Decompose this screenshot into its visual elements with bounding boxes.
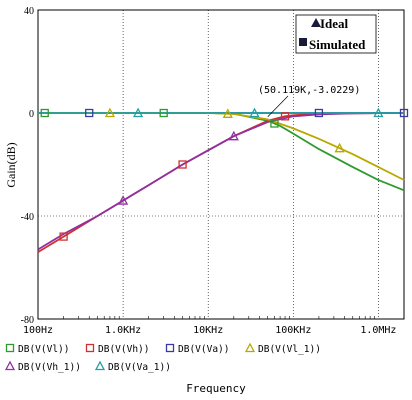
x-tick-label: 100Hz [23,325,53,336]
y-axis-label: Gain(dB) [4,142,18,187]
data-point-db-v-vh-1 [118,195,129,205]
legend-ideal-marker [311,18,321,27]
data-point-db-v-va [85,108,94,118]
legend-marker-db-v-vl [5,343,15,353]
data-point-db-v-vl-1 [334,142,345,153]
axis-ticks: 100Hz 1.0KHz 10KHz 100KHz 1.0MHz 40 0 -40 -80 [21,6,405,336]
data-point-db-v-vl-1 [104,107,115,118]
plot-frame [37,9,405,320]
data-point-db-v-vh-1 [228,130,239,141]
data-point-db-v-va-1 [373,107,384,118]
data-point-db-v-vl [159,108,168,118]
y-tick-label: -40 [21,212,34,223]
annotation-leader [267,95,289,118]
legend-marker-db-v-va [165,343,175,353]
y-tick-label: -80 [21,315,34,326]
data-point-db-v-vl [270,119,279,128]
data-point-db-v-vl [40,108,49,118]
legend-label-db-v-vh: DB(V(Vh)) [98,344,149,355]
data-point-db-v-va-1 [249,107,260,118]
legend-marker-db-v-vl-1 [244,342,256,353]
x-axis-label: Frequency [186,382,246,395]
legend-label-db-v-vl: DB(V(Vl)) [18,344,69,355]
y-tick-label: 0 [29,109,34,120]
legend-simulated-marker [299,38,307,46]
data-point-db-v-vh [178,160,187,169]
legend-ideal-label: Ideal [320,16,349,31]
data-point-db-v-va [314,108,324,118]
legend-simulated-label: Simulated [309,37,366,52]
legend-box-frame [295,14,377,54]
legend-label-db-v-va-1: DB(V(Va_1)) [108,362,171,373]
x-tick-label: 100KHz [275,325,311,336]
series-lines [37,112,405,253]
series-line-db-v-vh-1 [37,112,405,251]
data-point-db-v-va [399,108,409,118]
legend-label-db-v-vh-1: DB(V(Vh_1)) [18,362,81,373]
series-markers [40,107,409,241]
x-tick-label: 1.0KHz [105,325,141,336]
legend-marker-db-v-vh [85,343,95,353]
data-point-db-v-va-1 [132,107,144,118]
data-point-db-v-vh [280,112,290,121]
x-tick-label: 10KHz [193,325,223,336]
legend-box: Ideal Simulated [295,14,377,54]
data-point-db-v-vl-1 [222,108,233,118]
series-legend: DB(V(Vl)) DB(V(Vh)) DB(V(Va)) DB(V(Vl_1)) DB… [4,342,321,373]
y-tick-label: 40 [24,6,34,17]
legend-marker-db-v-vh-1 [4,360,16,371]
legend-label-db-v-va: DB(V(Va)) [178,344,229,355]
legend-marker-db-v-va-1 [94,360,106,371]
legend-label-db-v-vl-1: DB(V(Vl_1)) [258,344,321,355]
x-tick-label: 1.0MHz [360,325,396,336]
data-point-db-v-vh [59,232,68,241]
annotation-label: (50.119K,-3.0229) [258,85,360,96]
